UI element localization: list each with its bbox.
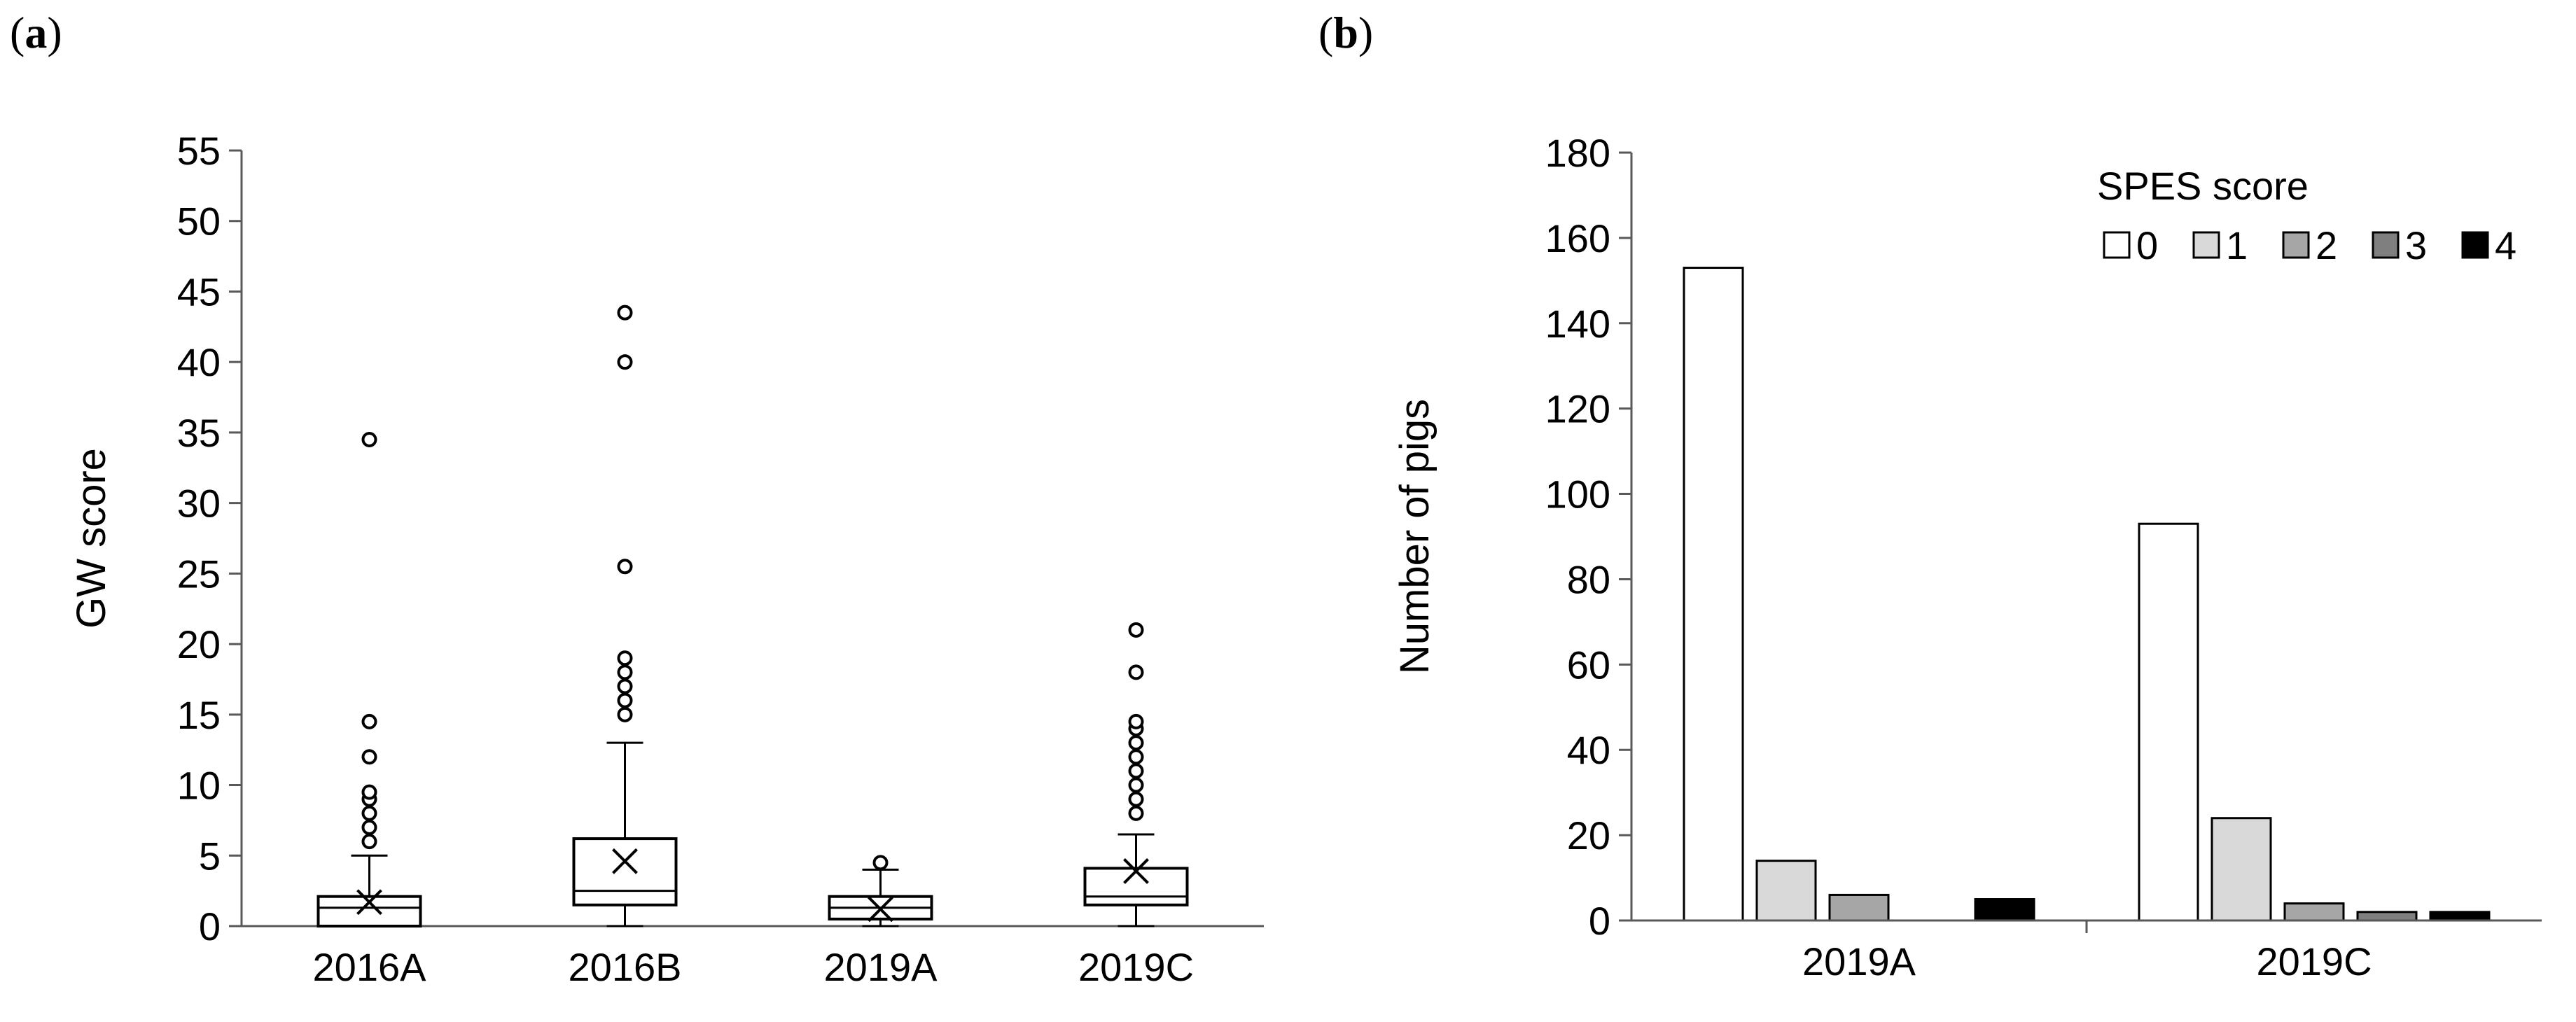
outlier-point xyxy=(1128,622,1144,638)
x-tick-label: 2016B xyxy=(569,945,682,989)
outlier-point xyxy=(361,805,377,821)
legend-label-3: 3 xyxy=(2405,223,2427,267)
box-2019C xyxy=(1083,622,1189,927)
legend-swatch-2 xyxy=(2282,231,2310,259)
outlier-point xyxy=(617,706,633,722)
box-2019A xyxy=(828,855,933,927)
bar-2019C-score-2 xyxy=(2283,902,2345,922)
y-axis-title: Number of pigs xyxy=(1392,399,1437,674)
x-tick-label: 2019A xyxy=(824,945,938,989)
y-tick-label: 180 xyxy=(1545,131,1610,175)
bar-2019C-score-3 xyxy=(2356,911,2418,922)
legend-swatch-1 xyxy=(2192,231,2220,259)
legend-label-1: 1 xyxy=(2226,223,2248,267)
y-tick-label: 20 xyxy=(177,622,221,666)
bar-2019A-score-4 xyxy=(1974,898,2035,922)
bar-2019C-score-1 xyxy=(2211,817,2272,922)
legend-swatch-0 xyxy=(2103,231,2131,259)
outlier-point xyxy=(617,678,633,694)
outlier-point xyxy=(617,354,633,370)
outlier-point xyxy=(361,784,377,800)
panel-label-b: (b) xyxy=(1318,8,1374,57)
y-axis-title: GW score xyxy=(69,448,114,629)
outlier-point xyxy=(1128,763,1144,779)
outlier-point xyxy=(1128,791,1144,807)
y-tick-label: 20 xyxy=(1567,813,1610,858)
bar-2019A-score-1 xyxy=(1755,860,1817,922)
x-tick-label: 2019C xyxy=(2256,939,2372,983)
y-tick-label: 0 xyxy=(1589,899,1610,943)
bar-2019A-score-0 xyxy=(1683,267,1744,922)
panel-letter-b: b xyxy=(1333,8,1358,57)
y-tick-label: 30 xyxy=(177,482,221,526)
outlier-point xyxy=(361,713,377,729)
bar-2019C-score-0 xyxy=(2138,522,2199,922)
outlier-point xyxy=(617,692,633,708)
legend-label-2: 2 xyxy=(2316,223,2337,267)
outlier-point xyxy=(1128,664,1144,680)
y-tick-label: 140 xyxy=(1545,302,1610,346)
mean-marker xyxy=(1123,858,1149,884)
outlier-point xyxy=(1128,805,1144,821)
x-tick-label: 2019C xyxy=(1078,945,1194,989)
y-tick-label: 25 xyxy=(177,552,221,596)
iqr-box xyxy=(572,837,678,906)
y-tick-label: 45 xyxy=(177,270,221,314)
y-tick-label: 100 xyxy=(1545,472,1610,517)
mean-marker xyxy=(356,889,382,916)
outlier-point xyxy=(361,834,377,850)
legend-swatch-3 xyxy=(2372,231,2400,259)
outlier-point xyxy=(617,664,633,680)
y-tick-label: 60 xyxy=(1567,643,1610,687)
y-tick-label: 40 xyxy=(1567,728,1610,772)
y-tick-label: 55 xyxy=(177,129,221,173)
outlier-point xyxy=(361,819,377,835)
iqr-box xyxy=(1083,867,1189,906)
panel-letter-a: a xyxy=(25,8,48,57)
y-tick-label: 40 xyxy=(177,340,221,384)
panel-label-a: (a) xyxy=(10,8,62,57)
y-tick-label: 120 xyxy=(1545,387,1610,431)
legend-label-4: 4 xyxy=(2495,223,2516,267)
x-tick-label: 2016A xyxy=(313,945,427,989)
mean-marker xyxy=(868,896,893,923)
y-tick-label: 50 xyxy=(177,200,221,244)
x-tick-label: 2019A xyxy=(1802,939,1916,983)
y-tick-label: 80 xyxy=(1567,557,1610,601)
y-tick-label: 0 xyxy=(199,904,221,948)
box-2016A xyxy=(316,431,422,928)
outlier-point xyxy=(1128,777,1144,793)
outlier-point xyxy=(617,650,633,666)
outlier-point xyxy=(1128,749,1144,765)
outlier-point xyxy=(872,855,889,871)
outlier-point xyxy=(617,559,633,575)
legend-label-0: 0 xyxy=(2136,223,2158,267)
mean-marker xyxy=(612,848,638,874)
legend-swatch-4 xyxy=(2461,231,2489,259)
y-tick-label: 160 xyxy=(1545,216,1610,260)
outlier-point xyxy=(1128,713,1144,729)
bar-2019A-score-2 xyxy=(1828,893,1890,922)
y-tick-label: 10 xyxy=(177,764,221,808)
legend-title: SPES score xyxy=(2097,164,2309,208)
bar-2019C-score-4 xyxy=(2429,911,2491,922)
y-tick-label: 15 xyxy=(177,693,221,737)
y-tick-label: 35 xyxy=(177,411,221,455)
y-tick-label: 5 xyxy=(199,834,221,878)
outlier-point xyxy=(361,431,377,447)
outlier-point xyxy=(617,304,633,321)
box-2016B xyxy=(572,304,678,927)
outlier-point xyxy=(361,749,377,765)
outlier-point xyxy=(1128,735,1144,751)
